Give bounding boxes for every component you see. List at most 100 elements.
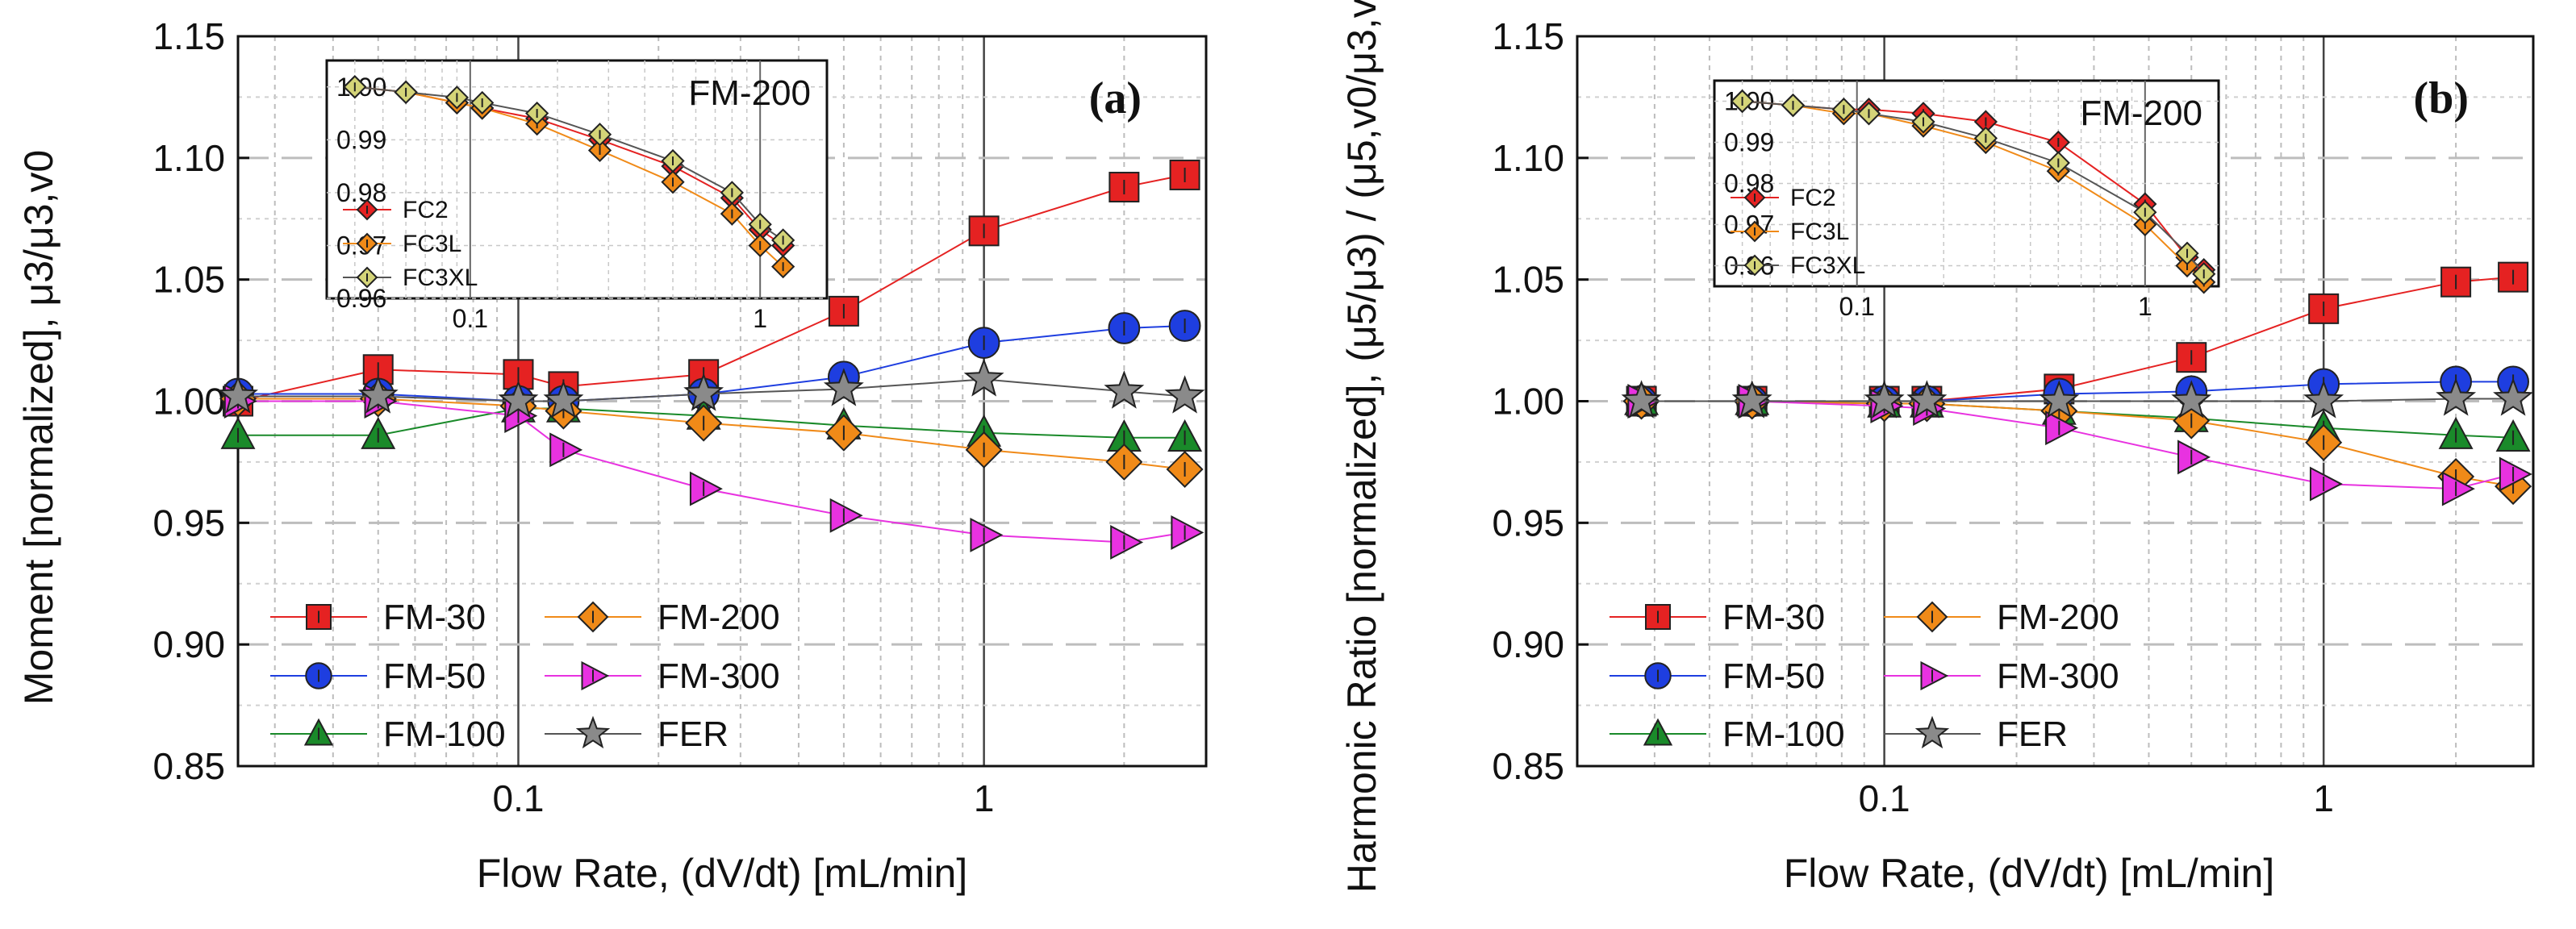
inset-chart: 0.960.970.980.991.000.11FM-200FC2FC3LFC3… — [1713, 79, 2220, 321]
data-point — [1104, 370, 1145, 409]
data-point — [1906, 380, 1948, 419]
inset-x-tick-label: 1 — [753, 304, 767, 333]
data-point — [2493, 377, 2533, 416]
y-tick-label: 0.90 — [152, 623, 225, 665]
legend-marker — [1920, 660, 1949, 691]
data-point — [2309, 466, 2343, 502]
inset-legend-label: FC2 — [403, 197, 449, 223]
legend-label: FM-300 — [658, 656, 780, 696]
legend-marker — [575, 715, 611, 749]
data-point — [1110, 525, 1144, 560]
inset-y-tick-label: 0.99 — [1724, 128, 1774, 157]
y-tick-label: 1.05 — [1492, 259, 1564, 301]
legend-marker — [1914, 715, 1950, 749]
data-point — [1621, 380, 1662, 419]
inset-series-line — [1742, 100, 2205, 275]
data-point — [549, 432, 583, 468]
y-tick-label: 1.00 — [152, 381, 225, 423]
data-point — [543, 380, 584, 419]
y-tick-label: 0.95 — [1492, 502, 1564, 544]
data-point — [2176, 342, 2207, 373]
data-point — [2436, 377, 2477, 416]
data-point — [829, 498, 863, 533]
x-tick-label: 1 — [2313, 777, 2334, 819]
data-point — [1171, 514, 1204, 550]
legend-label: FM-50 — [1722, 656, 1825, 696]
y-tick-label: 1.15 — [152, 15, 225, 57]
inset-series-fc3xl — [1730, 89, 2216, 286]
data-point — [2045, 410, 2079, 446]
panel-b-y-axis-title: Harmonic Ratio [normalized], (μ5/μ3) / (… — [1339, 0, 1384, 893]
y-tick-label: 0.95 — [152, 502, 225, 544]
panel-a: 0.850.900.951.001.051.101.150.1 1FM-30FM-… — [152, 15, 1208, 819]
data-point — [1864, 380, 1905, 419]
y-tick-label: 1.15 — [1492, 15, 1564, 57]
data-point — [1164, 375, 1205, 414]
legend-label: FER — [1997, 714, 2068, 754]
legend-label: FM-30 — [383, 598, 486, 637]
data-point — [217, 375, 259, 414]
legend: FM-30 FM-50 FM-100 FM-200 FM-300 FER — [270, 598, 780, 754]
y-tick-label: 0.85 — [152, 745, 225, 787]
inset-legend-label: FC3L — [1790, 219, 1849, 245]
panel-b-x-axis-title: Flow Rate, (dV/dt) [mL/min] — [1784, 851, 2275, 896]
inset-legend-label: FC3L — [403, 231, 461, 257]
legend-label: FM-50 — [383, 656, 486, 696]
inset-series-fc3xl — [343, 75, 795, 252]
inset-title: FM-200 — [2080, 94, 2202, 133]
x-tick-label: 0.1 — [493, 777, 545, 819]
data-point — [963, 358, 1004, 397]
inset-legend-label: FC2 — [1790, 185, 1836, 211]
data-point — [2039, 380, 2080, 419]
y-tick-label: 1.10 — [152, 137, 225, 179]
y-tick-label: 1.00 — [1492, 381, 1564, 423]
data-point — [1731, 380, 1772, 419]
legend-label: FM-200 — [1997, 598, 2119, 637]
inset-x-tick-label: 1 — [2138, 292, 2152, 321]
legend-label: FER — [658, 714, 729, 754]
legend-marker — [581, 660, 610, 691]
y-tick-label: 1.05 — [152, 259, 225, 301]
legend-label: FM-200 — [658, 598, 780, 637]
series-fer — [217, 358, 1205, 419]
legend: FM-30 FM-50 FM-100 FM-200 FM-300 FER — [1609, 598, 2119, 754]
inset-frame — [325, 59, 829, 300]
legend-label: FM-100 — [383, 714, 506, 754]
data-point — [683, 373, 724, 411]
inset-y-tick-label: 0.98 — [336, 178, 386, 207]
data-point — [357, 375, 399, 414]
panel-a-x-axis-title: Flow Rate, (dV/dt) [mL/min] — [477, 851, 968, 896]
data-point — [823, 368, 864, 406]
data-point — [2499, 456, 2532, 492]
inset-y-tick-label: 0.99 — [336, 125, 386, 154]
inset-x-tick-label: 0.1 — [453, 304, 488, 333]
inset-x-tick-label: 0.1 — [1839, 292, 1874, 321]
inset-legend-label: FC3XL — [403, 265, 478, 291]
panel-label: (b) — [2414, 73, 2469, 123]
x-tick-labels: 0.1 1 — [493, 777, 995, 819]
inset-legend: FC2 FC3L FC3XL — [1731, 185, 1865, 279]
inset-legend: FC2 FC3L FC3XL — [343, 197, 478, 291]
data-point — [970, 517, 1004, 552]
data-point — [2177, 440, 2211, 475]
panel-label: (a) — [1089, 73, 1142, 123]
inset-legend-label: FC3XL — [1790, 252, 1865, 279]
y-tick-label: 1.10 — [1492, 137, 1564, 179]
data-point — [2441, 471, 2475, 506]
panel-a-y-axis-title: Moment [normalized], μ3/μ3,v0 — [16, 150, 61, 705]
inset-title: FM-200 — [688, 73, 811, 113]
y-tick-labels: 0.85 0.90 0.95 1.00 1.05 1.10 1.15 — [1492, 15, 1589, 787]
y-tick-labels: 0.85 0.90 0.95 1.00 1.05 1.10 1.15 — [152, 15, 249, 787]
inset-y-tick-label: 0.96 — [336, 284, 386, 313]
inset-chart: 0.960.970.980.991.000.11FM-200FC2FC3LFC3… — [325, 59, 829, 333]
panel-b: 0.850.900.951.001.051.101.150.1 1FM-30FM-… — [1492, 15, 2535, 819]
x-tick-labels: 0.1 1 — [1859, 777, 2334, 819]
x-tick-label: 0.1 — [1859, 777, 1910, 819]
legend-label: FM-300 — [1997, 656, 2119, 696]
x-tick-label: 1 — [974, 777, 995, 819]
data-point — [2303, 380, 2344, 419]
legend-label: FM-100 — [1722, 714, 1845, 754]
inset-series-line — [1742, 100, 2205, 283]
data-point — [498, 380, 539, 419]
